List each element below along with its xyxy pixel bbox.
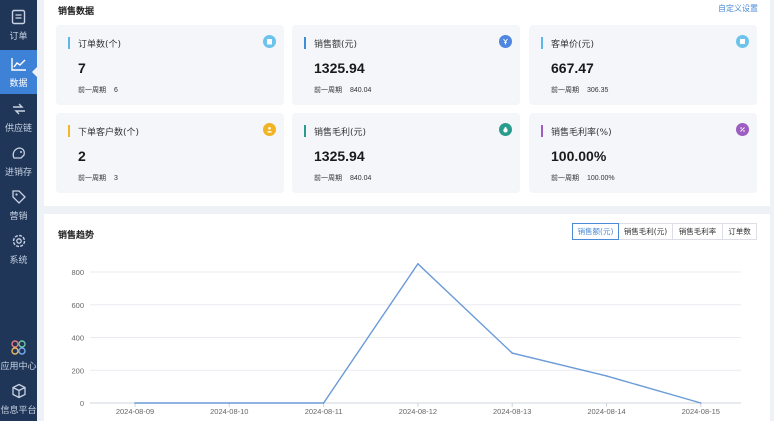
tab-gross-margin[interactable]: 销售毛利率 (672, 223, 723, 240)
stat-card-avg-order-value: 客单价(元) 667.47 前一周期 306.35 (529, 25, 757, 105)
card-value: 100.00% (551, 148, 607, 164)
card-value: 7 (78, 60, 86, 76)
x-tick-label: 2024-08-13 (493, 407, 531, 416)
sidebar-item-label: 应用中心 (0, 362, 37, 372)
sidebar-item-label: 信息平台 (0, 406, 37, 416)
card-accent (304, 125, 306, 137)
data-point (228, 402, 231, 404)
card-value: 1325.94 (314, 60, 365, 76)
sidebar: 订单 数据 供应链 进销存 营销 系统 应用中心 (0, 0, 37, 421)
tab-sales-amount[interactable]: 销售额(元) (572, 223, 619, 240)
sidebar-item-label: 营销 (9, 212, 28, 222)
sidebar-item-inventory[interactable]: 进销存 (0, 144, 37, 178)
card-value: 2 (78, 148, 86, 164)
sidebar-item-label: 数据 (9, 79, 28, 89)
section-title: 销售数据 (58, 7, 95, 17)
card-previous: 前一周期 3 (78, 174, 118, 182)
card-title: 销售毛利率(%) (551, 128, 612, 138)
data-point (134, 402, 136, 404)
series-line (135, 262, 701, 404)
data-point (605, 375, 608, 377)
x-tick-label: 2024-08-12 (399, 407, 437, 416)
card-previous: 前一周期 6 (78, 86, 118, 94)
card-accent (541, 37, 543, 49)
y-tick-label: 400 (71, 334, 84, 343)
cube-icon (10, 382, 28, 400)
receipt-icon (736, 35, 749, 48)
stat-card-orders: 订单数(个) 7 前一周期 6 (56, 25, 284, 105)
supply-chain-icon (10, 100, 28, 118)
data-point (322, 402, 325, 404)
stat-card-gross-margin: 销售毛利率(%) 100.00% 前一周期 100.00% (529, 113, 757, 193)
user-icon (263, 123, 276, 136)
sidebar-item-label: 供应链 (4, 124, 32, 134)
card-previous: 前一周期 100.00% (551, 174, 615, 182)
tab-order-count[interactable]: 订单数 (722, 223, 757, 240)
card-title: 销售额(元) (314, 40, 358, 50)
y-tick-label: 800 (71, 268, 84, 277)
yen-icon (499, 35, 512, 48)
sidebar-item-system[interactable]: 系统 (0, 232, 37, 266)
sidebar-item-data[interactable]: 数据 (0, 50, 37, 94)
data-point (417, 263, 419, 265)
data-point (511, 352, 513, 354)
sales-trend-chart: 0 200 400 600 800 2024-08-09 2024-08-10 2024-08… (71, 262, 741, 416)
y-tick-label: 200 (71, 366, 84, 375)
data-point (700, 402, 702, 404)
card-accent (541, 125, 543, 137)
y-tick-label: 0 (80, 399, 84, 408)
sales-trend-panel: 0 200 400 600 800 2024-08-09 2024-08-10 2024-08… (44, 214, 770, 421)
sidebar-item-label: 订单 (9, 32, 28, 42)
stat-card-sales-amount: 销售额(元) 1325.94 前一周期 840.04 (292, 25, 520, 105)
sidebar-item-label: 进销存 (4, 168, 32, 178)
sidebar-item-app-center[interactable]: 应用中心 (0, 338, 37, 372)
card-value: 1325.94 (314, 148, 365, 164)
card-accent (68, 125, 70, 137)
sidebar-item-info-platform[interactable]: 信息平台 (0, 382, 37, 416)
money-bag-icon (499, 123, 512, 136)
card-title: 客单价(元) (551, 40, 595, 50)
card-value: 667.47 (551, 60, 594, 76)
sidebar-item-orders[interactable]: 订单 (0, 8, 37, 42)
card-accent (68, 37, 70, 49)
y-tick-label: 600 (71, 301, 84, 310)
sidebar-item-supply-chain[interactable]: 供应链 (0, 100, 37, 134)
trend-title: 销售趋势 (58, 231, 95, 241)
card-title: 销售毛利(元) (314, 128, 367, 138)
chart-line-icon (10, 55, 28, 73)
clipboard-icon (263, 35, 276, 48)
tab-gross-profit[interactable]: 销售毛利(元) (618, 223, 673, 240)
tag-icon (10, 188, 28, 206)
sidebar-item-marketing[interactable]: 营销 (0, 188, 37, 222)
x-tick-label: 2024-08-10 (210, 407, 248, 416)
app-center-icon (10, 338, 28, 356)
order-icon (10, 8, 28, 26)
stat-card-customers: 下单客户数(个) 2 前一周期 3 (56, 113, 284, 193)
card-previous: 前一周期 306.35 (551, 86, 609, 94)
card-title: 订单数(个) (78, 40, 122, 50)
x-tick-label: 2024-08-14 (587, 407, 625, 416)
sidebar-item-label: 系统 (9, 256, 28, 266)
sales-data-panel: 销售数据 自定义设置 订单数(个) 7 前一周期 6 销售额(元) 1325.94… (44, 0, 770, 206)
card-previous: 前一周期 840.04 (314, 174, 372, 182)
inventory-icon (10, 144, 28, 162)
stat-card-gross-profit: 销售毛利(元) 1325.94 前一周期 840.04 (292, 113, 520, 193)
card-title: 下单客户数(个) (78, 128, 140, 138)
percent-icon (736, 123, 749, 136)
custom-settings-link[interactable]: 自定义设置 (718, 4, 758, 13)
card-previous: 前一周期 840.04 (314, 86, 372, 94)
gear-icon (10, 232, 28, 250)
x-tick-label: 2024-08-09 (116, 407, 154, 416)
x-tick-label: 2024-08-11 (305, 407, 343, 416)
x-tick-label: 2024-08-15 (682, 407, 720, 416)
card-accent (304, 37, 306, 49)
trend-tabs: 销售额(元) 销售毛利(元) 销售毛利率 订单数 (572, 223, 757, 240)
